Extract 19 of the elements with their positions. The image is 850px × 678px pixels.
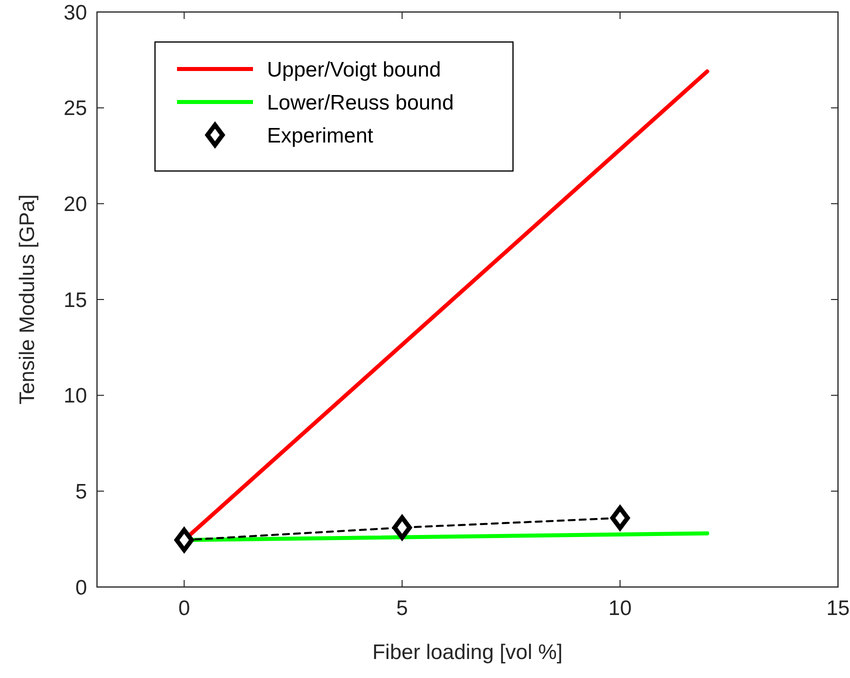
x-axis-title: Fiber loading [vol %]	[372, 641, 563, 664]
x-tick-label: 15	[826, 597, 850, 620]
y-tick-label: 15	[64, 288, 87, 312]
legend-label: Lower/Reuss bound	[267, 91, 454, 114]
x-tick-label: 10	[608, 597, 632, 620]
y-axis-title: Tensile Modulus [GPa]	[16, 194, 39, 405]
x-tick-label: 0	[178, 597, 190, 620]
point	[174, 528, 194, 552]
x-tick-label: 5	[396, 597, 408, 620]
y-tick-label: 30	[64, 1, 87, 24]
legend-label: Upper/Voigt bound	[267, 58, 441, 82]
legend-label: Experiment	[267, 124, 374, 148]
point	[610, 506, 630, 530]
point	[392, 515, 412, 540]
y-tick-label: 5	[75, 480, 87, 504]
y-tick-label: 0	[75, 576, 87, 600]
y-tick-label: 20	[64, 193, 87, 216]
y-tick-label: 25	[64, 97, 87, 120]
y-tick-label: 10	[64, 384, 87, 408]
